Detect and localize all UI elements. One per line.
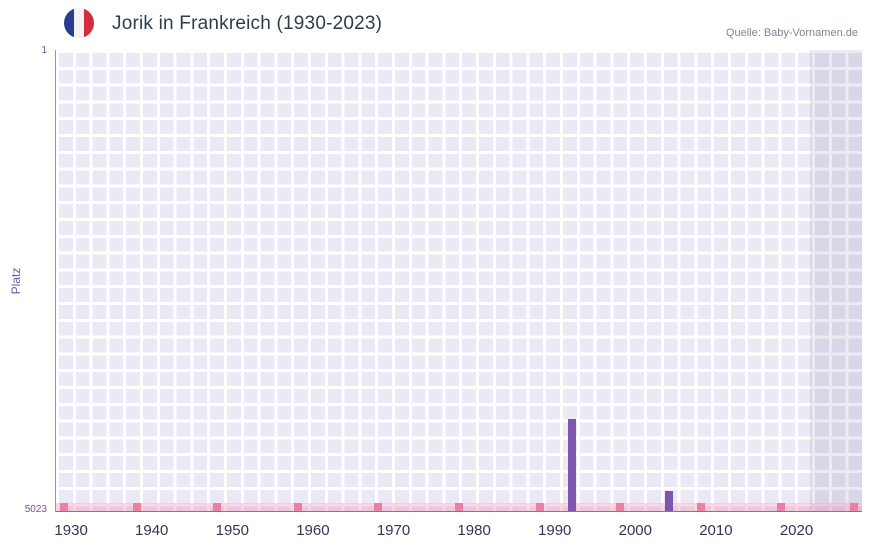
no-rank-mark-2008 <box>696 503 705 511</box>
x-tick-label-2000: 2000 <box>618 522 652 539</box>
x-tick-label-1940: 1940 <box>135 522 169 539</box>
no-rank-mark-1948 <box>213 503 222 511</box>
rank-bar-1992[interactable] <box>567 418 576 511</box>
x-axis: 1930 1940 1950 1960 1970 1980 1990 2000 2010 2020 <box>54 520 862 546</box>
y-tick-top: 1 <box>41 45 47 56</box>
x-tick-label-1950: 1950 <box>215 522 249 539</box>
x-tick-label-1980: 1980 <box>457 522 491 539</box>
no-rank-mark-1968 <box>374 503 383 511</box>
no-rank-mark-2018 <box>777 503 786 511</box>
flag-stripe-red <box>84 8 94 38</box>
no-rank-mark-1978 <box>455 503 463 511</box>
x-tick-label-1930: 1930 <box>54 522 88 539</box>
x-tick-label-2020: 2020 <box>779 522 814 539</box>
no-rank-mark-1998 <box>616 503 625 511</box>
flag-stripe-blue <box>64 8 74 38</box>
x-tick-label-1990: 1990 <box>538 522 572 539</box>
x-tick-label-1960: 1960 <box>296 522 330 539</box>
source-label: Quelle: Baby-Vornamen.de <box>725 27 858 39</box>
recent-years-band <box>809 50 862 511</box>
no-rank-mark-1938 <box>132 503 141 511</box>
plot-area[interactable] <box>55 50 862 512</box>
no-rank-mark-1929 <box>60 503 69 511</box>
no-rank-mark-2027 <box>849 503 858 511</box>
y-tick-bottom: 5023 <box>24 504 47 515</box>
x-tick-label-1970: 1970 <box>376 522 411 539</box>
flag-stripe-white <box>74 8 84 38</box>
x-tick-label-2010: 2010 <box>699 522 733 539</box>
rank-bar-2004[interactable] <box>664 490 673 511</box>
no-rank-mark-1958 <box>293 503 302 511</box>
france-flag-icon <box>64 8 94 38</box>
y-axis-title: Platz <box>9 267 23 295</box>
no-rank-mark-1988 <box>535 503 544 511</box>
chart-title: Jorik in Frankreich (1930-2023) <box>112 13 383 34</box>
